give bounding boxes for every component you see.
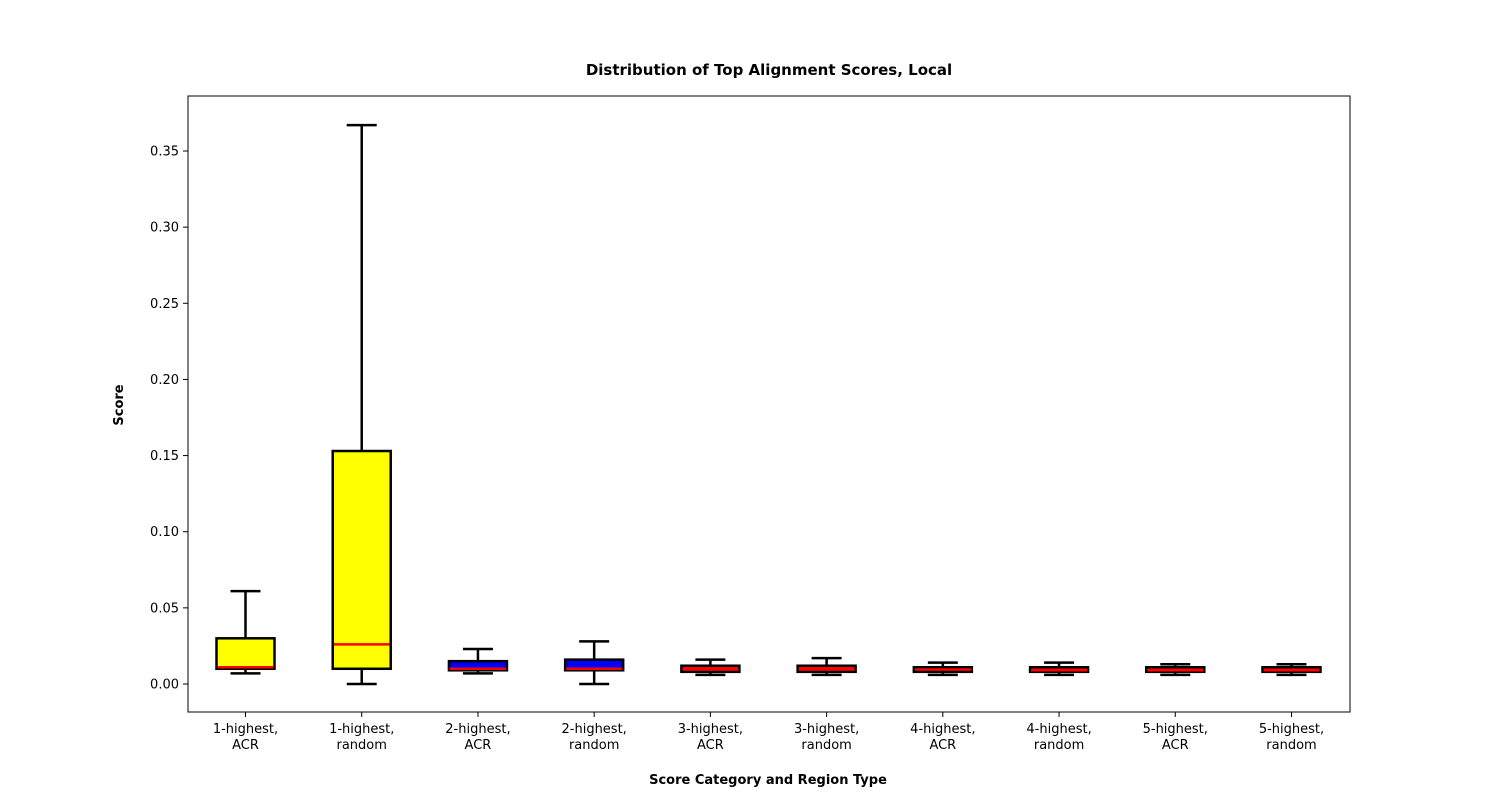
box-2: [331, 123, 392, 686]
x-tick-label-line2: random: [1034, 738, 1084, 753]
plot-area: [187, 95, 1351, 713]
y-tick-label: 0.30: [150, 221, 179, 236]
y-tick-label: 0.20: [150, 373, 179, 388]
box-9: [1145, 662, 1206, 677]
y-tick-label: 0.00: [150, 678, 179, 693]
box-6: [796, 656, 857, 677]
x-tick-label-line1: 4-highest,: [1026, 722, 1091, 737]
x-tick-label-line2: ACR: [929, 738, 956, 753]
x-tick-label-line1: 2-highest,: [562, 722, 627, 737]
box-8: [1028, 661, 1090, 677]
x-axis-label: Score Category and Region Type: [649, 773, 887, 788]
box-4: [563, 640, 625, 686]
iqr-box: [331, 449, 392, 671]
x-tick-label-line2: ACR: [1162, 738, 1189, 753]
x-tick-label-line1: 4-highest,: [910, 722, 975, 737]
x-tick-label-line1: 3-highest,: [678, 722, 743, 737]
x-tick-label-line2: ACR: [232, 738, 259, 753]
plot-frame: [187, 95, 1351, 713]
boxes-layer: [215, 123, 1322, 686]
iqr-box: [215, 637, 276, 671]
x-tick-label-line2: random: [1266, 738, 1316, 753]
x-tick-label-line1: 1-highest,: [329, 722, 394, 737]
box-5: [680, 658, 741, 677]
chart-title: Distribution of Top Alignment Scores, Lo…: [586, 61, 952, 79]
x-tick-label-line2: random: [569, 738, 619, 753]
iqr-box: [447, 659, 509, 672]
x-axis-ticks: 1-highest,ACR1-highest,random2-highest,A…: [213, 712, 1324, 753]
y-tick-label: 0.35: [150, 145, 179, 160]
y-tick-label: 0.05: [150, 601, 179, 616]
y-tick-label: 0.25: [150, 297, 179, 312]
x-tick-label-line2: random: [801, 738, 851, 753]
box-7: [912, 661, 974, 677]
x-tick-label-line1: 3-highest,: [794, 722, 859, 737]
iqr-box: [563, 658, 625, 672]
box-10: [1261, 662, 1322, 677]
x-tick-label-line1: 1-highest,: [213, 722, 278, 737]
x-tick-label-line2: random: [337, 738, 387, 753]
x-tick-label-line1: 5-highest,: [1143, 722, 1208, 737]
y-axis-ticks: 0.00 0.05 0.10 0.15 0.20 0.25 0.30 0.35: [150, 145, 188, 693]
y-axis-label: Score: [112, 384, 127, 425]
x-tick-label-line2: ACR: [465, 738, 492, 753]
x-tick-label-line1: 5-highest,: [1259, 722, 1324, 737]
box-1: [215, 589, 276, 675]
box-3: [447, 647, 509, 675]
x-tick-label-line1: 2-highest,: [445, 722, 510, 737]
y-tick-label: 0.10: [150, 525, 179, 540]
y-tick-label: 0.15: [150, 449, 179, 464]
x-tick-label-line2: ACR: [697, 738, 724, 753]
